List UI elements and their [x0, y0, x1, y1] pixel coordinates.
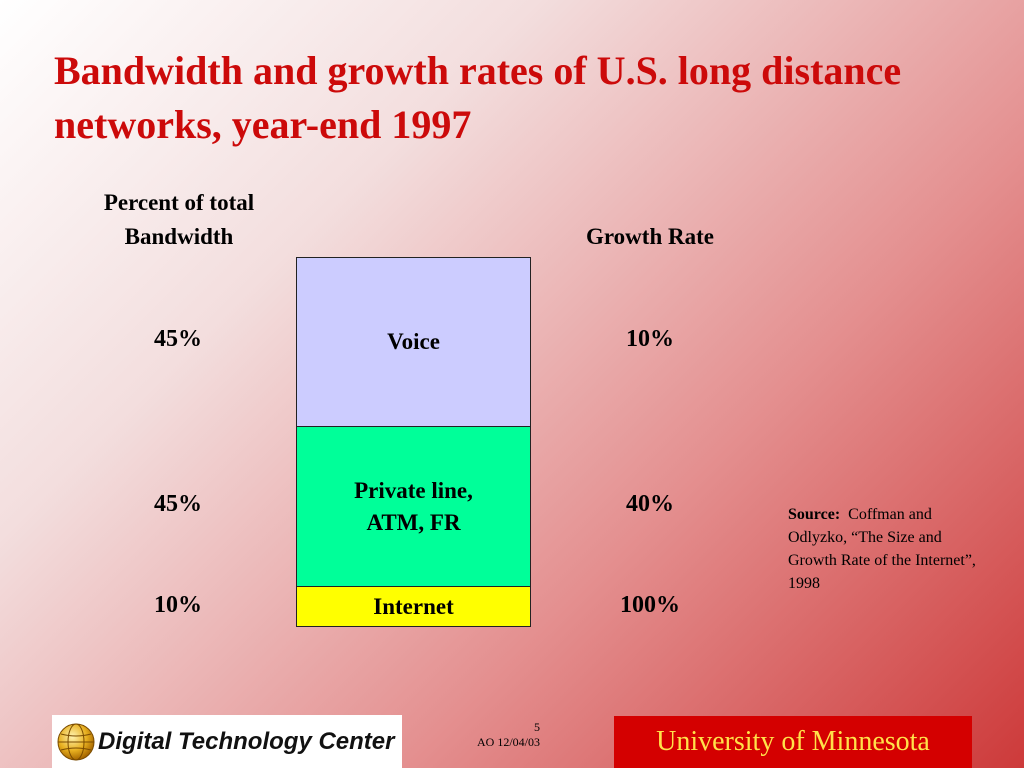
- private-line-label: Private line, ATM, FR: [354, 477, 473, 535]
- dtc-logo: Digital Technology Center: [52, 715, 402, 768]
- dtc-logo-text: Digital Technology Center: [98, 727, 395, 755]
- header-growth-rate: Growth Rate: [586, 224, 714, 249]
- private-growth-rate: 40%: [626, 491, 674, 517]
- page-note: AO 12/04/03: [477, 735, 540, 749]
- source-note: Source: Coffman and Odlyzko, “The Size a…: [788, 503, 978, 595]
- internet-label: Internet: [373, 593, 454, 619]
- voice-growth-rate: 10%: [626, 326, 674, 352]
- source-label: Source:: [788, 506, 841, 523]
- university-name: University of Minnesota: [656, 726, 930, 757]
- internet-bandwidth-percent: 10%: [154, 592, 202, 618]
- bandwidth-stack: Voice Private line, ATM, FR Internet: [296, 257, 531, 627]
- university-banner: University of Minnesota: [614, 716, 972, 768]
- voice-segment: Voice: [297, 258, 530, 426]
- slide-title: Bandwidth and growth rates of U.S. long …: [54, 48, 902, 147]
- voice-label: Voice: [387, 329, 440, 354]
- private-line-segment: Private line, ATM, FR: [297, 426, 530, 586]
- voice-bandwidth-percent: 45%: [154, 326, 202, 352]
- page-number-block: 5 AO 12/04/03: [470, 720, 540, 750]
- source-text: Coffman and Odlyzko, “The Size and Growt…: [788, 506, 976, 592]
- internet-growth-rate: 100%: [620, 592, 680, 618]
- header-percent-bandwidth: Percent of total Bandwidth: [103, 190, 255, 249]
- internet-segment: Internet: [297, 586, 530, 626]
- globe-icon: [57, 723, 95, 760]
- page-number: 5: [534, 720, 540, 734]
- private-bandwidth-percent: 45%: [154, 491, 202, 517]
